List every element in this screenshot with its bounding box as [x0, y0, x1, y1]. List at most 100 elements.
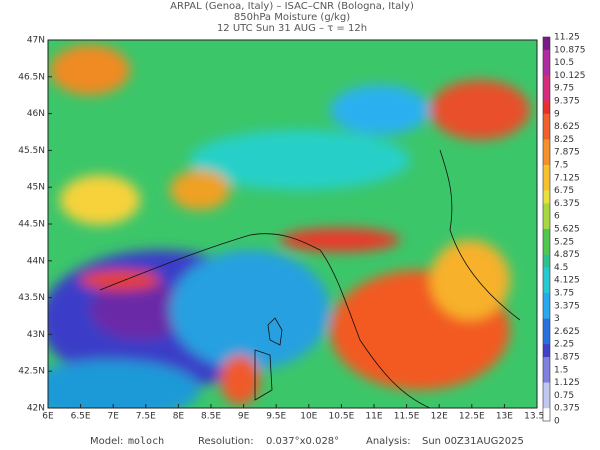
- colorbar-swatch: [543, 113, 550, 127]
- lon-label: 11E: [365, 412, 382, 422]
- footer-model: moloch: [128, 436, 164, 447]
- colorbar-label: 2.25: [554, 340, 574, 350]
- colorbar-swatch: [543, 357, 550, 371]
- colorbar-swatch: [543, 165, 550, 179]
- colorbar-swatch: [543, 408, 550, 422]
- colorbar-frame: [542, 36, 551, 422]
- colorbar-label: 3: [554, 314, 560, 324]
- colorbar-swatch: [543, 62, 550, 76]
- lat-label: 47N: [27, 36, 45, 46]
- colorbar-label: 6: [554, 212, 560, 222]
- lon-label: 7E: [107, 412, 119, 422]
- colorbar-label: 11.25: [554, 33, 580, 43]
- colorbar-swatch: [543, 267, 550, 281]
- colorbar-swatch: [543, 280, 550, 294]
- colorbar-label: 9.375: [554, 97, 580, 107]
- colorbar-swatch: [543, 331, 550, 345]
- lon-label: 10.5E: [329, 412, 355, 422]
- lat-label: 44N: [27, 256, 45, 266]
- colorbar-label: 10.5: [554, 58, 574, 68]
- lat-label: 45N: [27, 183, 45, 193]
- colorbar-label: 1.5: [554, 365, 568, 375]
- colorbar-swatch: [543, 177, 550, 191]
- colorbar-swatch: [543, 216, 550, 230]
- colorbar-swatch: [543, 101, 550, 115]
- colorbar-label: 2.625: [554, 327, 580, 337]
- colorbar-swatch: [543, 395, 550, 409]
- colorbar-label: 7.5: [554, 161, 568, 171]
- lat-label: 43N: [27, 330, 45, 340]
- colorbar-swatch: [543, 126, 550, 140]
- lat-label: 46N: [27, 109, 45, 119]
- colorbar-label: 5.25: [554, 237, 574, 247]
- colorbar-label: 8.25: [554, 135, 574, 145]
- colorbar-label: 6.75: [554, 186, 574, 196]
- header-line: ARPAL (Genoa, Italy) – ISAC–CNR (Bologna…: [170, 1, 414, 12]
- colorbar-swatch: [543, 241, 550, 255]
- colorbar-swatch: [543, 152, 550, 166]
- footer-resolution: 0.037°x0.028°: [266, 436, 339, 447]
- lat-label: 42.5N: [18, 367, 45, 377]
- colorbar-swatch: [543, 49, 550, 63]
- lat-label: 46.5N: [18, 72, 45, 82]
- footer-analysis: Sun 00Z31AUG2025: [422, 436, 524, 447]
- colorbar-label: 4.125: [554, 276, 580, 286]
- colorbar-swatch: [543, 293, 550, 307]
- colorbar-swatch: [543, 37, 550, 51]
- colorbar-label: 3.75: [554, 289, 574, 299]
- colorbar-label: 1.125: [554, 378, 580, 388]
- colorbar-swatch: [543, 305, 550, 319]
- colorbar-label: 8.625: [554, 122, 580, 132]
- colorbar-swatch: [543, 203, 550, 217]
- colorbar-swatch: [543, 88, 550, 102]
- lon-label: 12.5E: [459, 412, 485, 422]
- lat-label: 44.5N: [18, 220, 45, 230]
- colorbar-label: 7.125: [554, 173, 580, 183]
- colorbar-label: 0.375: [554, 404, 580, 414]
- lat-label: 45.5N: [18, 146, 45, 156]
- colorbar-swatch: [543, 382, 550, 396]
- colorbar-swatch: [543, 190, 550, 204]
- colorbar-swatch: [543, 369, 550, 383]
- colorbar-label: 0.75: [554, 391, 574, 401]
- colorbar-label: 1.875: [554, 353, 580, 363]
- lon-label: 7.5E: [136, 412, 156, 422]
- lon-label: 13.5E: [524, 412, 550, 422]
- footer-resolution-label: Resolution:: [198, 436, 254, 447]
- colorbar-swatch: [543, 318, 550, 332]
- colorbar-label: 7.875: [554, 148, 580, 158]
- colorbar-label: 9: [554, 109, 560, 119]
- colorbar-label: 4.875: [554, 250, 580, 260]
- moisture-field: [48, 40, 537, 408]
- lon-label: 9.5E: [266, 412, 286, 422]
- header-line: 12 UTC Sun 31 AUG – τ = 12h: [217, 23, 367, 34]
- colorbar-swatch: [543, 139, 550, 153]
- lon-label: 8.5E: [201, 412, 221, 422]
- lon-label: 12E: [431, 412, 448, 422]
- colorbar-label: 10.125: [554, 71, 586, 81]
- lon-label: 10E: [300, 412, 317, 422]
- colorbar-label: 0: [554, 417, 560, 427]
- colorbar-swatch: [543, 229, 550, 243]
- colorbar-swatch: [543, 75, 550, 89]
- colorbar-label: 4.5: [554, 263, 568, 273]
- lat-label: 42N: [27, 404, 45, 414]
- header-line: 850hPa Moisture (g/kg): [234, 12, 350, 23]
- colorbar-label: 5.625: [554, 225, 580, 235]
- lon-label: 11.5E: [394, 412, 420, 422]
- lon-label: 8E: [173, 412, 185, 422]
- lon-label: 13E: [496, 412, 513, 422]
- colorbar-label: 9.75: [554, 84, 574, 94]
- colorbar-label: 6.375: [554, 199, 580, 209]
- colorbar-swatch: [543, 254, 550, 268]
- lat-label: 43.5N: [18, 293, 45, 303]
- footer-model-label: Model:: [90, 436, 123, 447]
- footer-analysis-label: Analysis:: [366, 436, 411, 447]
- colorbar-swatch: [543, 344, 550, 358]
- colorbar-label: 10.875: [554, 45, 586, 55]
- lon-label: 9E: [238, 412, 250, 422]
- colorbar-label: 3.375: [554, 301, 580, 311]
- lon-label: 6.5E: [71, 412, 91, 422]
